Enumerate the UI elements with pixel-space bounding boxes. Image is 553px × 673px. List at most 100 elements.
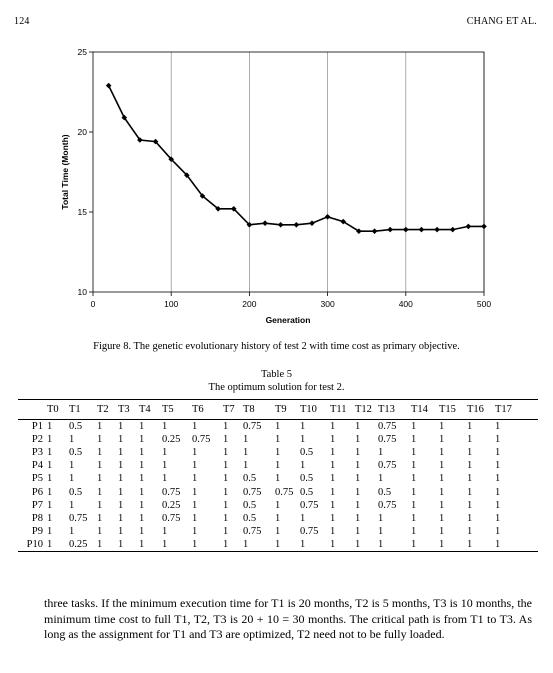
table-cell: 1: [330, 499, 336, 511]
column-header: T17: [495, 404, 512, 415]
table-cell: 0.75: [243, 525, 262, 537]
table-cell: 1: [495, 486, 501, 498]
table-cell: 1: [192, 473, 198, 485]
table-cell: 1: [300, 434, 306, 446]
y-axis-label: Total Time (Month): [60, 134, 70, 209]
series-markers: [105, 82, 487, 234]
table-cell: 1: [139, 512, 145, 524]
table-cell: 1: [275, 525, 281, 537]
table-cell: 1: [223, 460, 229, 472]
table-cell: 1: [411, 525, 417, 537]
table-cell: 1: [223, 538, 229, 550]
data-point: [481, 223, 487, 230]
table-row: P1 1 0.5 1 1 1 1 1 1 0.75 1 1 1 1 0.75 1 1 1 1: [18, 420, 538, 434]
table-cell: 1: [330, 473, 336, 485]
table-cell: 1: [275, 460, 281, 472]
table-cell: 1: [275, 512, 281, 524]
table-cell: 1: [275, 499, 281, 511]
table-cell: 1: [47, 434, 53, 446]
x-tick-label: 300: [321, 299, 335, 309]
row-label: P5: [31, 473, 43, 485]
column-header: T8: [243, 404, 255, 415]
table-cell: 0.25: [69, 538, 88, 550]
table-cell: 1: [118, 434, 124, 446]
table-cell: 0.75: [378, 460, 397, 472]
table-cell: 0.75: [69, 512, 88, 524]
table-cell: 1: [69, 473, 75, 485]
table-cell: 1: [495, 460, 501, 472]
table-cell: 0.75: [300, 525, 319, 537]
row-label: P4: [31, 460, 43, 472]
data-point: [309, 220, 315, 226]
table-cell: 1: [223, 525, 229, 537]
row-label: P7: [31, 499, 43, 511]
column-header: T5: [162, 404, 174, 415]
x-tick-label: 500: [477, 299, 491, 309]
table-cell: 1: [243, 460, 249, 472]
table-cell: 0.75: [275, 486, 294, 498]
column-header: T9: [275, 404, 287, 415]
data-point: [184, 172, 190, 178]
table-cell: 1: [300, 538, 306, 550]
table-cell: 1: [118, 525, 124, 537]
table-cell: 1: [192, 421, 198, 433]
column-header: T16: [467, 404, 484, 415]
column-header: T3: [118, 404, 130, 415]
table-cell: 1: [118, 473, 124, 485]
table-cell: 0.75: [378, 421, 397, 433]
table-cell: 1: [411, 512, 417, 524]
running-title: CHANG ET AL.: [466, 16, 537, 27]
table-cell: 1: [192, 512, 198, 524]
column-header: T12: [355, 404, 372, 415]
column-header: T0: [47, 404, 59, 415]
table-cell: 1: [355, 473, 361, 485]
x-tick-label: 400: [399, 299, 413, 309]
column-header: T7: [223, 404, 235, 415]
table-cell: 1: [223, 512, 229, 524]
table-cell: 1: [467, 512, 473, 524]
table-cell: 1: [139, 499, 145, 511]
table-row: P9 1 1 1 1 1 1 1 1 0.75 1 0.75 1 1 1 1 1 1 1: [18, 525, 538, 538]
table-cell: 1: [192, 538, 198, 550]
row-label: P2: [31, 434, 43, 446]
table-cell: 1: [439, 486, 445, 498]
row-label: P10: [26, 538, 43, 550]
table-cell: 1: [118, 421, 124, 433]
table-cell: 1: [223, 499, 229, 511]
table-cell: 1: [411, 499, 417, 511]
row-label: P3: [31, 447, 43, 459]
table-cell: 0.25: [162, 434, 181, 446]
table-cell: 1: [467, 525, 473, 537]
table-cell: 1: [378, 525, 384, 537]
data-point: [121, 114, 128, 121]
table-cell: 1: [355, 486, 361, 498]
column-header: T15: [439, 404, 456, 415]
table-cell: 1: [439, 434, 445, 446]
table-cell: 1: [97, 499, 103, 511]
table-cell: 1: [378, 512, 384, 524]
data-point: [293, 222, 300, 228]
data-point: [277, 222, 284, 228]
table-cell: 1: [467, 486, 473, 498]
table-cell: 1: [69, 460, 75, 472]
data-point: [230, 206, 237, 212]
table-cell: 0.5: [243, 499, 257, 511]
data-point: [418, 226, 425, 233]
table-cell: 1: [330, 538, 336, 550]
table-cell: 0.75: [378, 499, 397, 511]
table-cell: 1: [330, 434, 336, 446]
table-cell: 1: [330, 512, 336, 524]
table-title: The optimum solution for test 2.: [208, 382, 345, 393]
table-cell: 1: [378, 447, 384, 459]
data-point: [340, 218, 347, 225]
table-cell: 1: [355, 434, 361, 446]
table-cell: 1: [439, 512, 445, 524]
table-cell: 1: [223, 447, 229, 459]
y-axis-ticks: 10 15 20 25: [78, 47, 93, 297]
table-row: P8 1 0.75 1 1 1 0.75 1 1 0.5 1 1 1 1 1 1 1 1 1: [18, 512, 538, 525]
table-cell: 0.5: [69, 447, 83, 459]
table-cell: 1: [467, 499, 473, 511]
column-header: T2: [97, 404, 109, 415]
data-point: [105, 82, 112, 89]
column-header: T11: [330, 404, 347, 415]
